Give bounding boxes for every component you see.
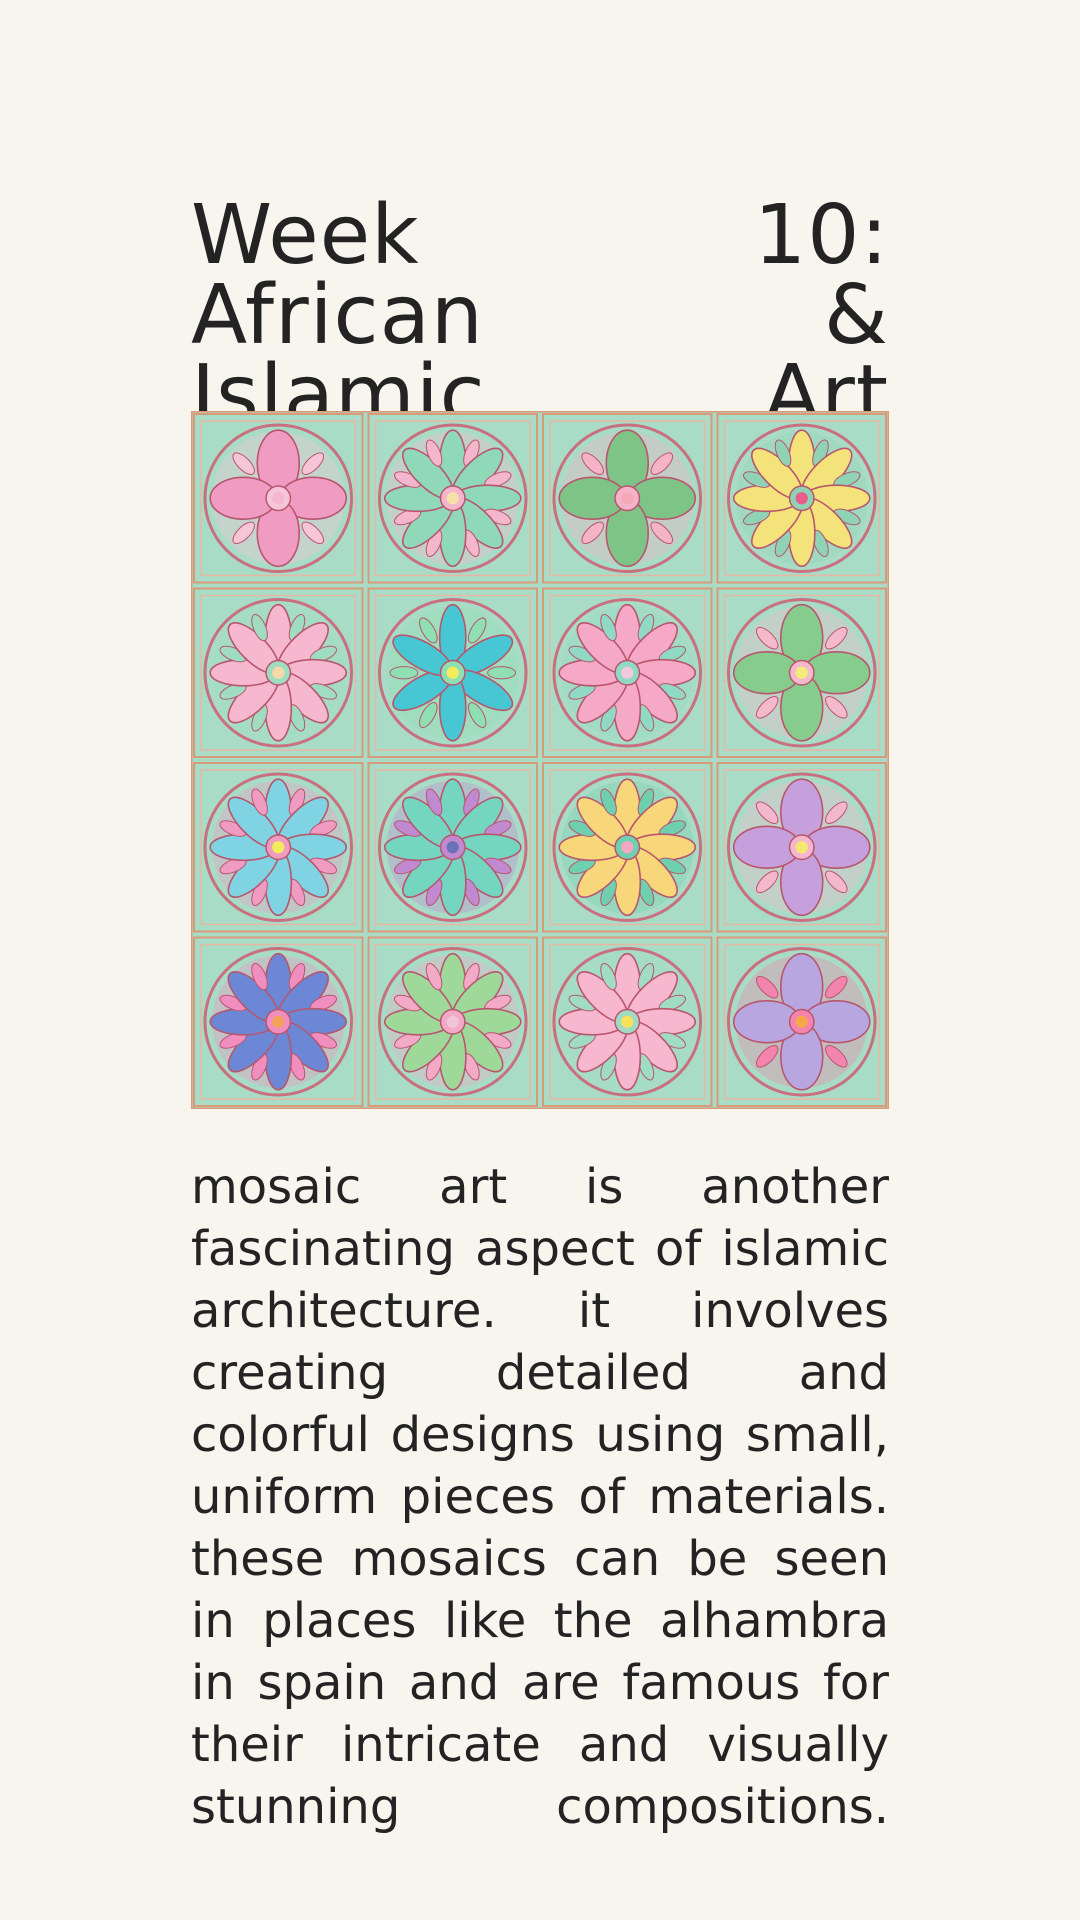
mosaic-tile xyxy=(193,587,364,758)
mosaic-tile xyxy=(542,936,713,1107)
mosaic-tile xyxy=(367,936,538,1107)
mosaic-illustration xyxy=(191,411,889,1109)
page-title: Week 10: African & Islamic Art xyxy=(191,188,889,443)
mosaic-tile xyxy=(367,762,538,933)
mosaic-tile xyxy=(716,762,887,933)
mosaic-tile xyxy=(367,413,538,584)
body-paragraph: mosaic art is another fascinating aspect… xyxy=(191,1159,889,1835)
mosaic-tile xyxy=(542,762,713,933)
mosaic-tile xyxy=(193,936,364,1107)
mosaic-tile xyxy=(193,413,364,584)
mosaic-tile xyxy=(716,936,887,1107)
mosaic-tile xyxy=(193,762,364,933)
mosaic-tile xyxy=(367,587,538,758)
mosaic-tile xyxy=(542,413,713,584)
mosaic-tile xyxy=(542,587,713,758)
mosaic-tile xyxy=(716,587,887,758)
mosaic-tile-grid xyxy=(191,411,889,1109)
mosaic-tile xyxy=(716,413,887,584)
